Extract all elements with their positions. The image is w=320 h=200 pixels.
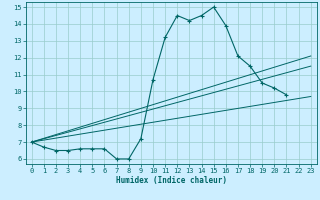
X-axis label: Humidex (Indice chaleur): Humidex (Indice chaleur): [116, 176, 227, 185]
